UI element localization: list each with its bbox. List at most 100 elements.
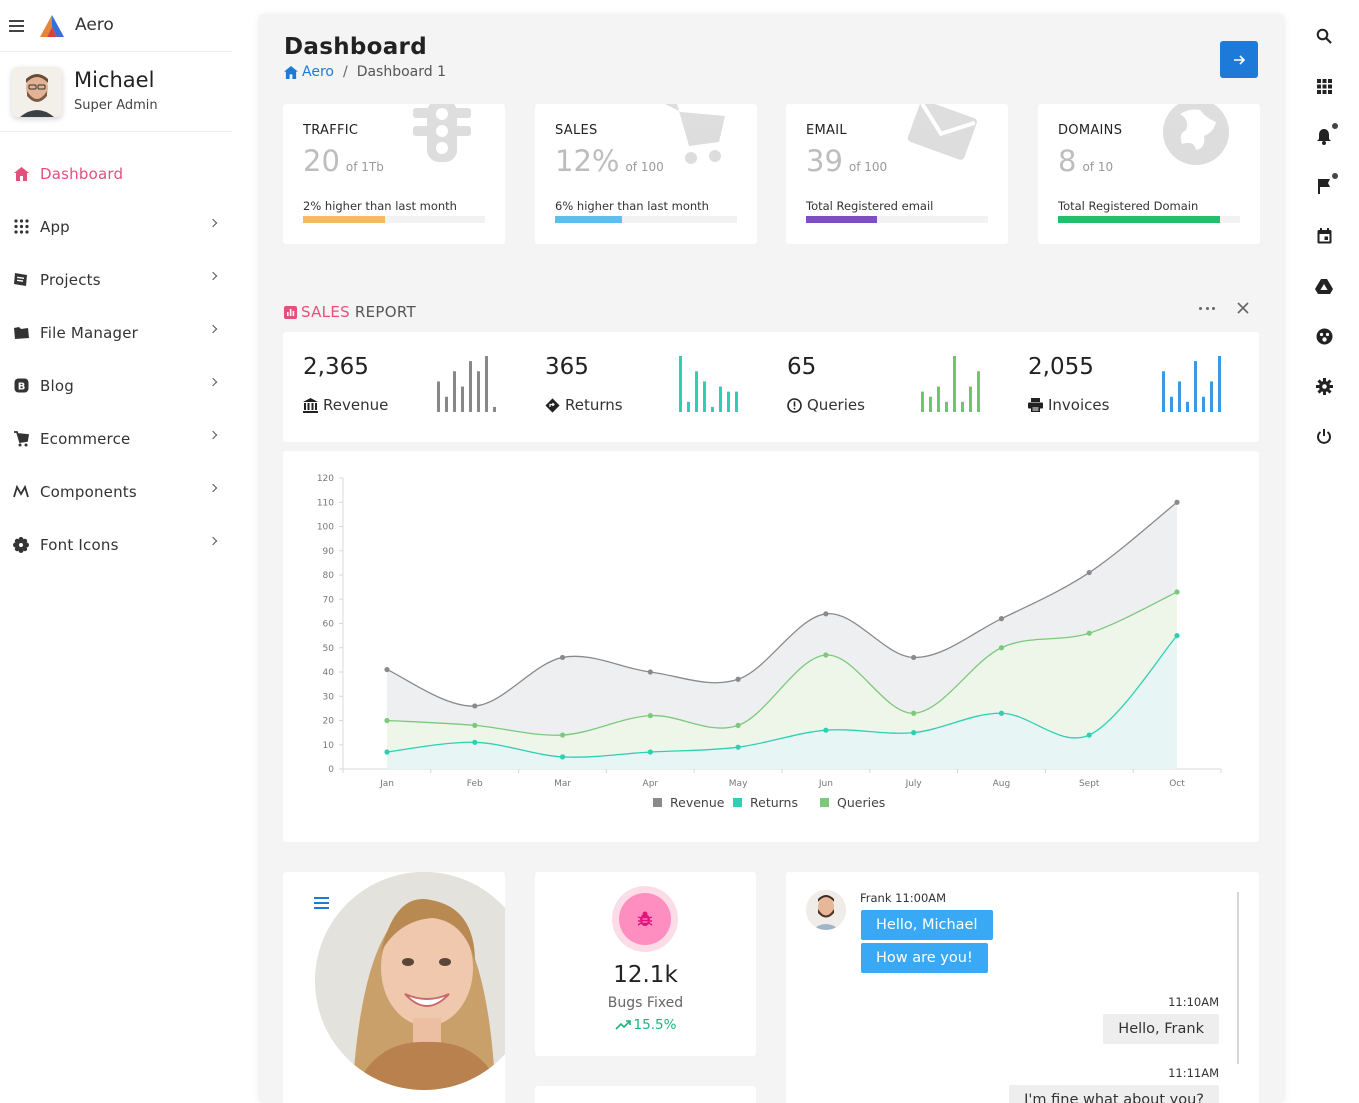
settings-gear-icon[interactable] xyxy=(1314,376,1334,396)
chat-message-incoming[interactable]: Hello, Michael xyxy=(861,910,993,940)
avatar[interactable] xyxy=(12,67,62,117)
data-point[interactable] xyxy=(647,669,653,675)
sparkline-bar xyxy=(469,361,472,412)
data-point[interactable] xyxy=(1086,569,1092,576)
stat-value: 8 of 10 xyxy=(1058,144,1113,178)
legend-swatch xyxy=(820,798,829,807)
data-point[interactable] xyxy=(472,722,478,728)
x-tick-label: Apr xyxy=(643,779,659,789)
sparkline-bar xyxy=(937,386,940,412)
photo-menu-icon[interactable] xyxy=(314,897,329,912)
data-point[interactable] xyxy=(1086,630,1092,636)
data-point[interactable] xyxy=(735,744,741,750)
sidebar-item-projects[interactable]: Projects xyxy=(0,253,232,306)
data-point[interactable] xyxy=(647,749,653,755)
aero-logo-icon[interactable] xyxy=(39,14,65,38)
flag-icon[interactable] xyxy=(1314,173,1338,196)
stat-progress-fill xyxy=(303,216,385,223)
legend-label[interactable]: Returns xyxy=(750,795,798,810)
data-point[interactable] xyxy=(998,645,1005,651)
data-point[interactable] xyxy=(647,713,653,719)
data-point[interactable] xyxy=(559,732,566,738)
more-options-icon[interactable] xyxy=(1199,307,1215,313)
kpi-label-text: Revenue xyxy=(323,396,389,414)
invoices-sparkline xyxy=(1162,356,1221,412)
data-point[interactable] xyxy=(384,666,390,673)
x-tick-label: Oct xyxy=(1169,779,1185,789)
chevron-right-icon xyxy=(208,271,218,281)
chat-message-outgoing[interactable]: Hello, Frank xyxy=(1103,1014,1219,1044)
y-tick-label: 110 xyxy=(317,498,334,508)
breadcrumb-current: Dashboard 1 xyxy=(356,64,446,80)
data-point[interactable] xyxy=(384,749,390,755)
x-tick-label: Aug xyxy=(993,779,1011,789)
sparkline-bar xyxy=(719,386,722,412)
data-point[interactable] xyxy=(823,611,829,617)
data-point[interactable] xyxy=(823,727,829,733)
blog-icon: B xyxy=(12,377,30,395)
apps-grid-icon[interactable] xyxy=(1314,76,1334,96)
data-point[interactable] xyxy=(911,710,917,716)
sidebar-item-app[interactable]: App xyxy=(0,200,232,253)
data-point[interactable] xyxy=(1174,633,1180,639)
data-point[interactable] xyxy=(559,654,566,661)
chat-card: Frank 11:00AM Hello, Michael How are you… xyxy=(786,872,1259,1103)
series-line-revenue xyxy=(386,501,1178,707)
calendar-icon[interactable] xyxy=(1314,226,1334,246)
home-icon xyxy=(284,65,298,79)
kpi-value: 2,055 xyxy=(1028,354,1094,380)
data-point[interactable] xyxy=(998,710,1005,716)
x-tick-label: Mar xyxy=(554,779,571,789)
go-forward-button[interactable] xyxy=(1220,41,1258,78)
close-icon[interactable] xyxy=(1236,301,1250,315)
stat-number: 8 xyxy=(1058,144,1077,178)
stat-number: 20 xyxy=(303,144,340,178)
notification-bell-icon[interactable] xyxy=(1314,123,1338,146)
data-point[interactable] xyxy=(735,676,741,682)
sidebar-item-dashboard[interactable]: Dashboard xyxy=(0,147,232,200)
sidebar-item-blog[interactable]: B Blog xyxy=(0,359,232,412)
data-point[interactable] xyxy=(472,739,478,745)
brand-name[interactable]: Aero xyxy=(75,15,114,35)
y-tick-label: 10 xyxy=(323,741,335,751)
chat-scrollbar[interactable] xyxy=(1237,892,1239,1064)
stat-card-sales: SALES 12% of 100 6% higher than last mont… xyxy=(535,104,757,244)
sidebar-item-components[interactable]: Components xyxy=(0,465,232,518)
data-point[interactable] xyxy=(735,722,741,728)
sidebar-item-file-manager[interactable]: File Manager xyxy=(0,306,232,359)
sidebar-item-font-icons[interactable]: Font Icons xyxy=(0,518,232,571)
breadcrumb: Aero / Dashboard 1 xyxy=(284,64,446,80)
printer-icon xyxy=(1028,398,1043,412)
drive-icon[interactable] xyxy=(1314,276,1334,296)
account-circle-icon[interactable] xyxy=(1314,326,1334,346)
chat-message-incoming[interactable]: How are you! xyxy=(861,943,988,973)
search-icon[interactable] xyxy=(1314,26,1334,46)
user-name[interactable]: Michael xyxy=(74,68,155,92)
data-point[interactable] xyxy=(1174,589,1180,595)
breadcrumb-home-link[interactable]: Aero xyxy=(284,64,334,80)
data-point[interactable] xyxy=(823,652,829,658)
diamond-arrow-icon xyxy=(545,397,560,413)
data-point[interactable] xyxy=(1174,499,1180,505)
stat-note: Total Registered email xyxy=(806,199,934,213)
power-icon[interactable] xyxy=(1314,426,1334,446)
y-tick-label: 60 xyxy=(323,620,335,630)
data-point[interactable] xyxy=(911,654,917,661)
data-point[interactable] xyxy=(1086,732,1092,738)
hamburger-menu-icon[interactable] xyxy=(9,20,24,32)
data-point[interactable] xyxy=(998,616,1005,622)
kpi-label: Invoices xyxy=(1028,396,1109,414)
legend-label[interactable]: Revenue xyxy=(670,795,725,810)
sidebar-item-ecommerce[interactable]: Ecommerce xyxy=(0,412,232,465)
data-point[interactable] xyxy=(559,754,566,760)
chevron-right-icon xyxy=(208,324,218,334)
data-point[interactable] xyxy=(384,717,390,724)
frank-avatar[interactable] xyxy=(806,890,846,930)
data-point[interactable] xyxy=(472,703,478,709)
chat-message-outgoing[interactable]: I'm fine what about you? xyxy=(1009,1085,1219,1103)
sidebar-item-label: App xyxy=(40,217,70,236)
data-point[interactable] xyxy=(911,730,917,736)
legend-label[interactable]: Queries xyxy=(837,795,885,810)
x-tick-label: Jan xyxy=(379,779,394,789)
sidebar-item-label: Components xyxy=(40,482,137,501)
